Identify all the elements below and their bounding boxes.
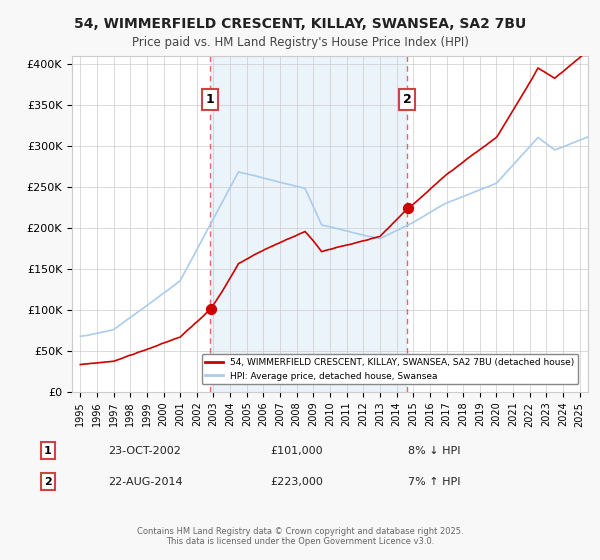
Text: 23-OCT-2002: 23-OCT-2002 [108,446,181,456]
Text: 7% ↑ HPI: 7% ↑ HPI [408,477,461,487]
Text: 2: 2 [403,93,412,106]
Text: Contains HM Land Registry data © Crown copyright and database right 2025.
This d: Contains HM Land Registry data © Crown c… [137,526,463,546]
Text: Price paid vs. HM Land Registry's House Price Index (HPI): Price paid vs. HM Land Registry's House … [131,36,469,49]
Point [403,204,412,213]
Text: £101,000: £101,000 [270,446,323,456]
Point [206,305,215,314]
Text: 1: 1 [44,446,52,456]
Text: £223,000: £223,000 [270,477,323,487]
Text: 1: 1 [206,93,215,106]
Text: 8% ↓ HPI: 8% ↓ HPI [408,446,461,456]
Text: 2: 2 [44,477,52,487]
Text: 22-AUG-2014: 22-AUG-2014 [108,477,182,487]
Legend: 54, WIMMERFIELD CRESCENT, KILLAY, SWANSEA, SA2 7BU (detached house), HPI: Averag: 54, WIMMERFIELD CRESCENT, KILLAY, SWANSE… [202,354,578,384]
Text: 54, WIMMERFIELD CRESCENT, KILLAY, SWANSEA, SA2 7BU: 54, WIMMERFIELD CRESCENT, KILLAY, SWANSE… [74,17,526,31]
